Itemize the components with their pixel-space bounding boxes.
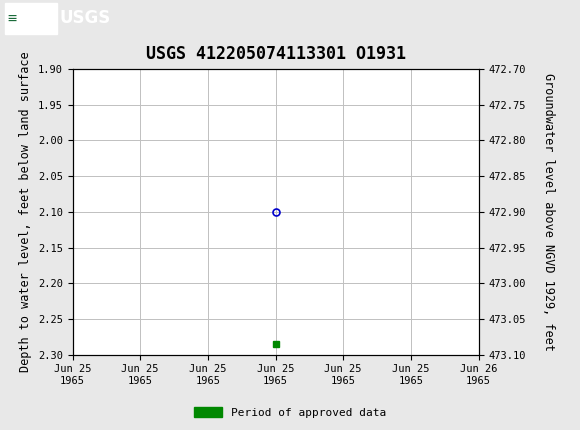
Text: USGS: USGS bbox=[60, 9, 111, 27]
Y-axis label: Groundwater level above NGVD 1929, feet: Groundwater level above NGVD 1929, feet bbox=[542, 73, 556, 351]
Title: USGS 412205074113301 O1931: USGS 412205074113301 O1931 bbox=[146, 45, 405, 63]
Bar bbox=[5, 3, 57, 34]
Y-axis label: Depth to water level, feet below land surface: Depth to water level, feet below land su… bbox=[19, 52, 32, 372]
Legend: Period of approved data: Period of approved data bbox=[190, 403, 390, 422]
Text: ≡: ≡ bbox=[8, 11, 17, 26]
